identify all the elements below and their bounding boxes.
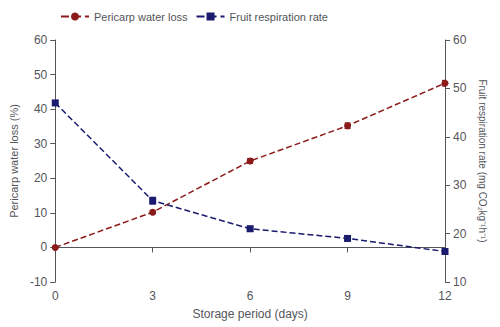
svg-text:20: 20 xyxy=(34,171,48,185)
svg-text:50: 50 xyxy=(453,81,467,95)
svg-text:10: 10 xyxy=(34,206,48,220)
svg-text:30: 30 xyxy=(34,137,48,151)
svg-text:Storage period (days): Storage period (days) xyxy=(192,307,307,321)
svg-text:60: 60 xyxy=(453,33,467,47)
svg-text:0: 0 xyxy=(52,289,59,303)
svg-text:40: 40 xyxy=(34,102,48,116)
svg-text:Fruit respiration rate: Fruit respiration rate xyxy=(230,11,328,23)
svg-text:0: 0 xyxy=(41,240,48,254)
svg-text:Pericarp water loss (%): Pericarp water loss (%) xyxy=(8,104,20,218)
svg-text:20: 20 xyxy=(453,227,467,241)
svg-text:40: 40 xyxy=(453,130,467,144)
svg-text:Fruit respiration rate (mg CO₂: Fruit respiration rate (mg CO₂kg⁻¹h⁻¹) xyxy=(477,79,488,242)
svg-text:60: 60 xyxy=(34,33,48,47)
svg-text:3: 3 xyxy=(149,289,156,303)
svg-text:30: 30 xyxy=(453,178,467,192)
svg-text:6: 6 xyxy=(247,289,254,303)
svg-text:-10: -10 xyxy=(30,275,48,289)
svg-text:12: 12 xyxy=(438,289,452,303)
svg-text:9: 9 xyxy=(344,289,351,303)
svg-text:10: 10 xyxy=(453,275,467,289)
svg-text:50: 50 xyxy=(34,68,48,82)
svg-text:Pericarp water loss: Pericarp water loss xyxy=(94,11,188,23)
